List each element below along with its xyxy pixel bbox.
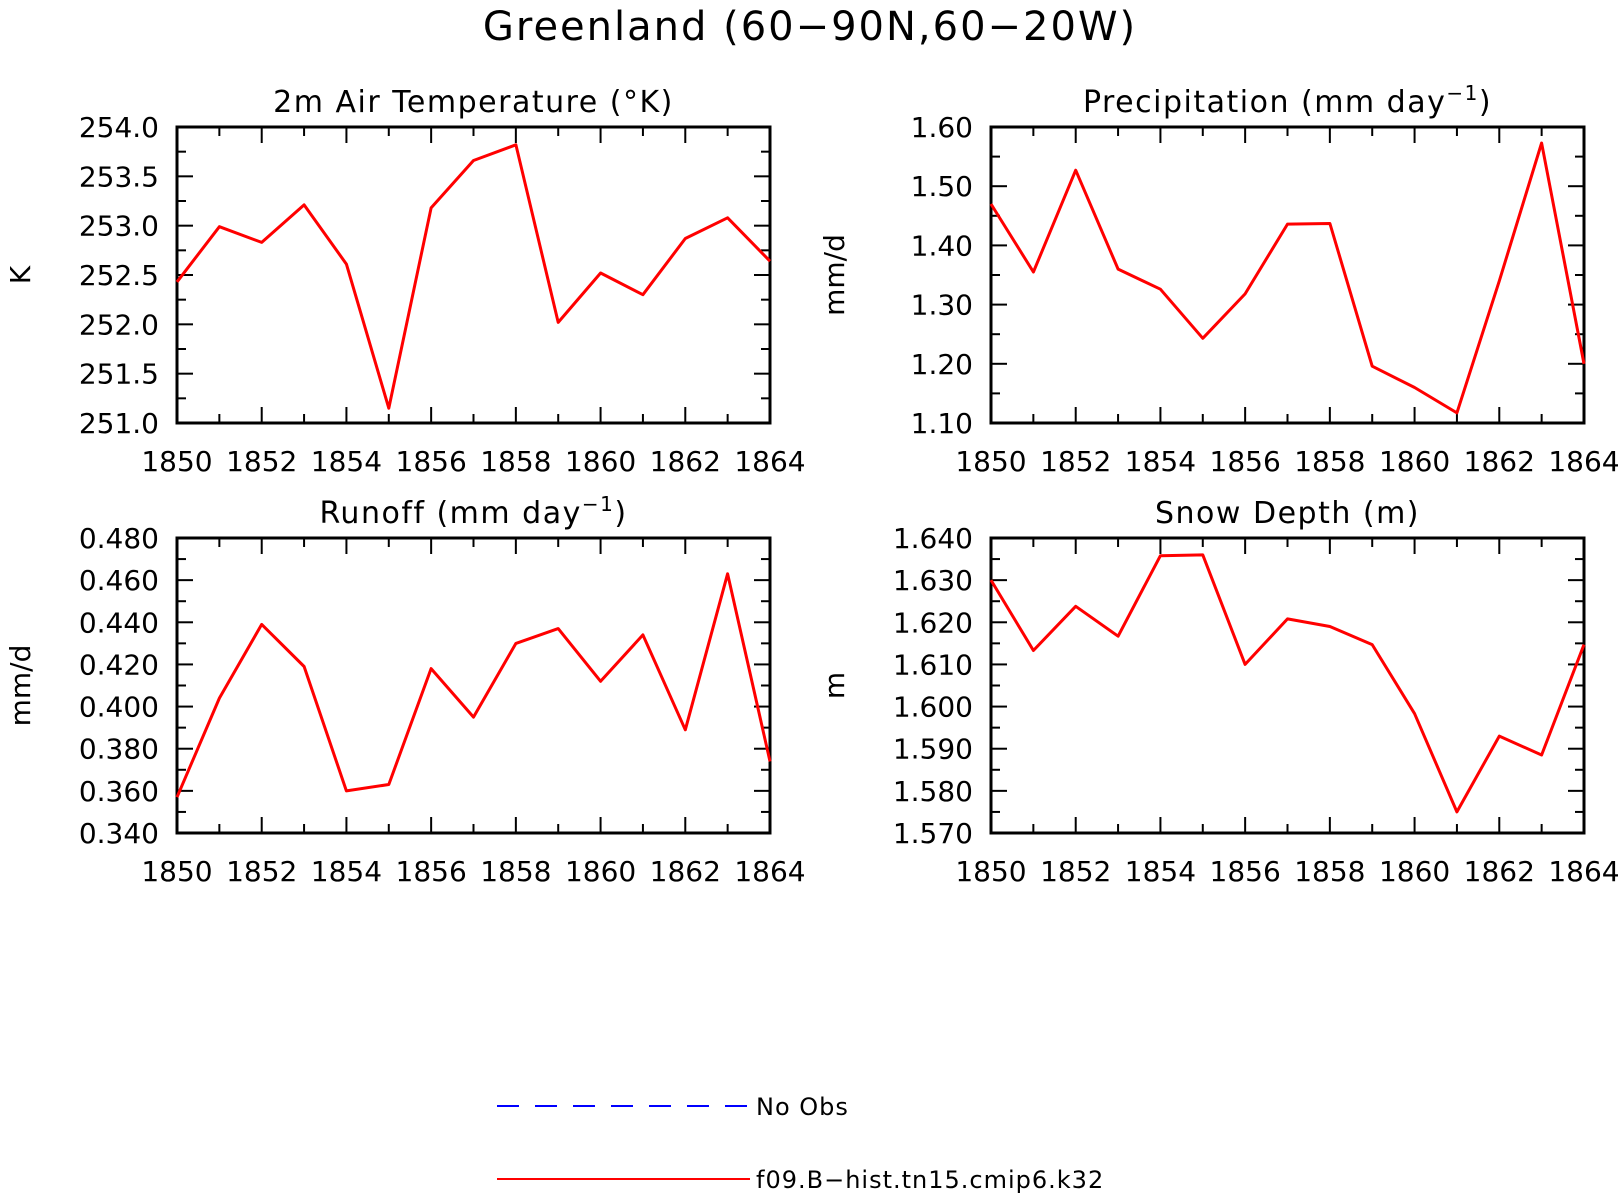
x-tick-label: 1858 xyxy=(1294,855,1365,888)
x-tick-label: 1862 xyxy=(650,855,721,888)
y-tick-label: 254.0 xyxy=(79,111,159,144)
y-tick-label: 0.440 xyxy=(79,606,159,639)
x-tick-label: 1852 xyxy=(226,445,297,478)
plot-frame-snow-depth xyxy=(989,536,1586,835)
y-tick-label: 252.5 xyxy=(79,259,159,292)
series-line-runoff xyxy=(175,572,772,798)
x-tick-label: 1864 xyxy=(1548,855,1619,888)
x-tick-label: 1856 xyxy=(396,855,467,888)
y-tick-label: 253.0 xyxy=(79,210,159,243)
y-tick-label: 1.600 xyxy=(893,691,973,724)
y-tick-label: 1.40 xyxy=(911,229,973,262)
x-tick-label: 1854 xyxy=(311,855,382,888)
panel-precipitation: Precipitation (mm day−1) 1850 1852 1854 1856… xyxy=(818,81,1620,478)
x-tick-label: 1856 xyxy=(396,445,467,478)
y-axis-label-temperature: K xyxy=(4,265,37,284)
figure-title: Greenland (60−90N,60−20W) xyxy=(483,4,1137,50)
panel-title-snow-depth: Snow Depth (m) xyxy=(1155,496,1420,531)
y-tick-label: 1.620 xyxy=(893,606,973,639)
y-tick-label: 1.60 xyxy=(911,111,973,144)
x-tick-label: 1858 xyxy=(480,855,551,888)
panel-snow-depth: Snow Depth (m) 1850 1852 1854 1856 1858 1860 18… xyxy=(818,496,1620,888)
panels: 2m Air Temperature (°K) 1850 1852 1854 1856 1… xyxy=(4,81,1620,888)
x-tick-label: 1860 xyxy=(565,445,636,478)
y-tick-label: 252.0 xyxy=(79,308,159,341)
y-tick-label: 1.630 xyxy=(893,564,973,597)
x-tick-label: 1852 xyxy=(226,855,297,888)
panel-title-runoff: Runoff (mm day−1) xyxy=(319,492,627,531)
y-tick-label: 1.570 xyxy=(893,817,973,850)
panel-title-precipitation: Precipitation (mm day−1) xyxy=(1083,81,1492,120)
series-line-precipitation xyxy=(989,141,1586,415)
y-tick-label: 253.5 xyxy=(79,160,159,193)
y-tick-label: 1.610 xyxy=(893,648,973,681)
x-tick-label: 1862 xyxy=(650,445,721,478)
y-axis-label-precipitation: mm/d xyxy=(818,234,851,316)
y-tick-label: 1.50 xyxy=(911,170,973,203)
x-tick-label: 1854 xyxy=(1125,855,1196,888)
y-tick-label: 0.420 xyxy=(79,648,159,681)
x-tick-label: 1850 xyxy=(955,445,1026,478)
plot-frame-precipitation xyxy=(989,125,1586,425)
x-tick-label: 1862 xyxy=(1464,445,1535,478)
panel-title-temperature: 2m Air Temperature (°K) xyxy=(273,85,674,120)
y-tick-label: 0.380 xyxy=(79,733,159,766)
x-tick-label: 1852 xyxy=(1040,445,1111,478)
legend-label-no-obs: No Obs xyxy=(756,1093,849,1121)
legend-label-model: f09.B−hist.tn15.cmip6.k32 xyxy=(756,1166,1104,1194)
y-tick-label: 251.0 xyxy=(79,407,159,440)
x-tick-label: 1850 xyxy=(955,855,1026,888)
y-tick-label: 1.580 xyxy=(893,775,973,808)
x-tick-label: 1850 xyxy=(141,855,212,888)
x-tick-label: 1858 xyxy=(1294,445,1365,478)
y-tick-label: 0.480 xyxy=(79,522,159,555)
y-tick-label: 251.5 xyxy=(79,358,159,391)
y-tick-label: 0.400 xyxy=(79,691,159,724)
plot-frame-runoff xyxy=(175,536,772,835)
y-tick-label: 0.360 xyxy=(79,775,159,808)
x-tick-label: 1858 xyxy=(480,445,551,478)
panel-runoff: Runoff (mm day−1) 1850 1852 1854 1856 1858 186… xyxy=(4,492,806,888)
x-tick-label: 1860 xyxy=(1379,445,1450,478)
y-tick-label: 0.460 xyxy=(79,564,159,597)
x-tick-label: 1862 xyxy=(1464,855,1535,888)
x-tick-label: 1856 xyxy=(1210,445,1281,478)
x-tick-label: 1864 xyxy=(1548,445,1619,478)
x-tick-label: 1864 xyxy=(734,445,805,478)
legend: No Obs f09.B−hist.tn15.cmip6.k32 xyxy=(497,1093,1104,1194)
plot-frame-temperature xyxy=(175,125,772,425)
x-tick-label: 1860 xyxy=(565,855,636,888)
y-tick-label: 1.590 xyxy=(893,733,973,766)
y-axis-label-snow-depth: m xyxy=(818,672,851,699)
panel-temperature: 2m Air Temperature (°K) 1850 1852 1854 1856 1… xyxy=(4,85,806,478)
y-axis-label-runoff: mm/d xyxy=(4,645,37,727)
series-line-temperature xyxy=(175,143,772,410)
x-tick-label: 1854 xyxy=(311,445,382,478)
y-tick-label: 1.30 xyxy=(911,289,973,322)
y-tick-label: 1.10 xyxy=(911,407,973,440)
x-tick-label: 1860 xyxy=(1379,855,1450,888)
x-tick-label: 1864 xyxy=(734,855,805,888)
y-tick-label: 0.340 xyxy=(79,817,159,850)
y-tick-label: 1.640 xyxy=(893,522,973,555)
x-tick-label: 1852 xyxy=(1040,855,1111,888)
y-tick-label: 1.20 xyxy=(911,348,973,381)
series-line-snow-depth xyxy=(989,553,1586,814)
x-tick-label: 1850 xyxy=(141,445,212,478)
x-tick-label: 1856 xyxy=(1210,855,1281,888)
x-tick-label: 1854 xyxy=(1125,445,1196,478)
